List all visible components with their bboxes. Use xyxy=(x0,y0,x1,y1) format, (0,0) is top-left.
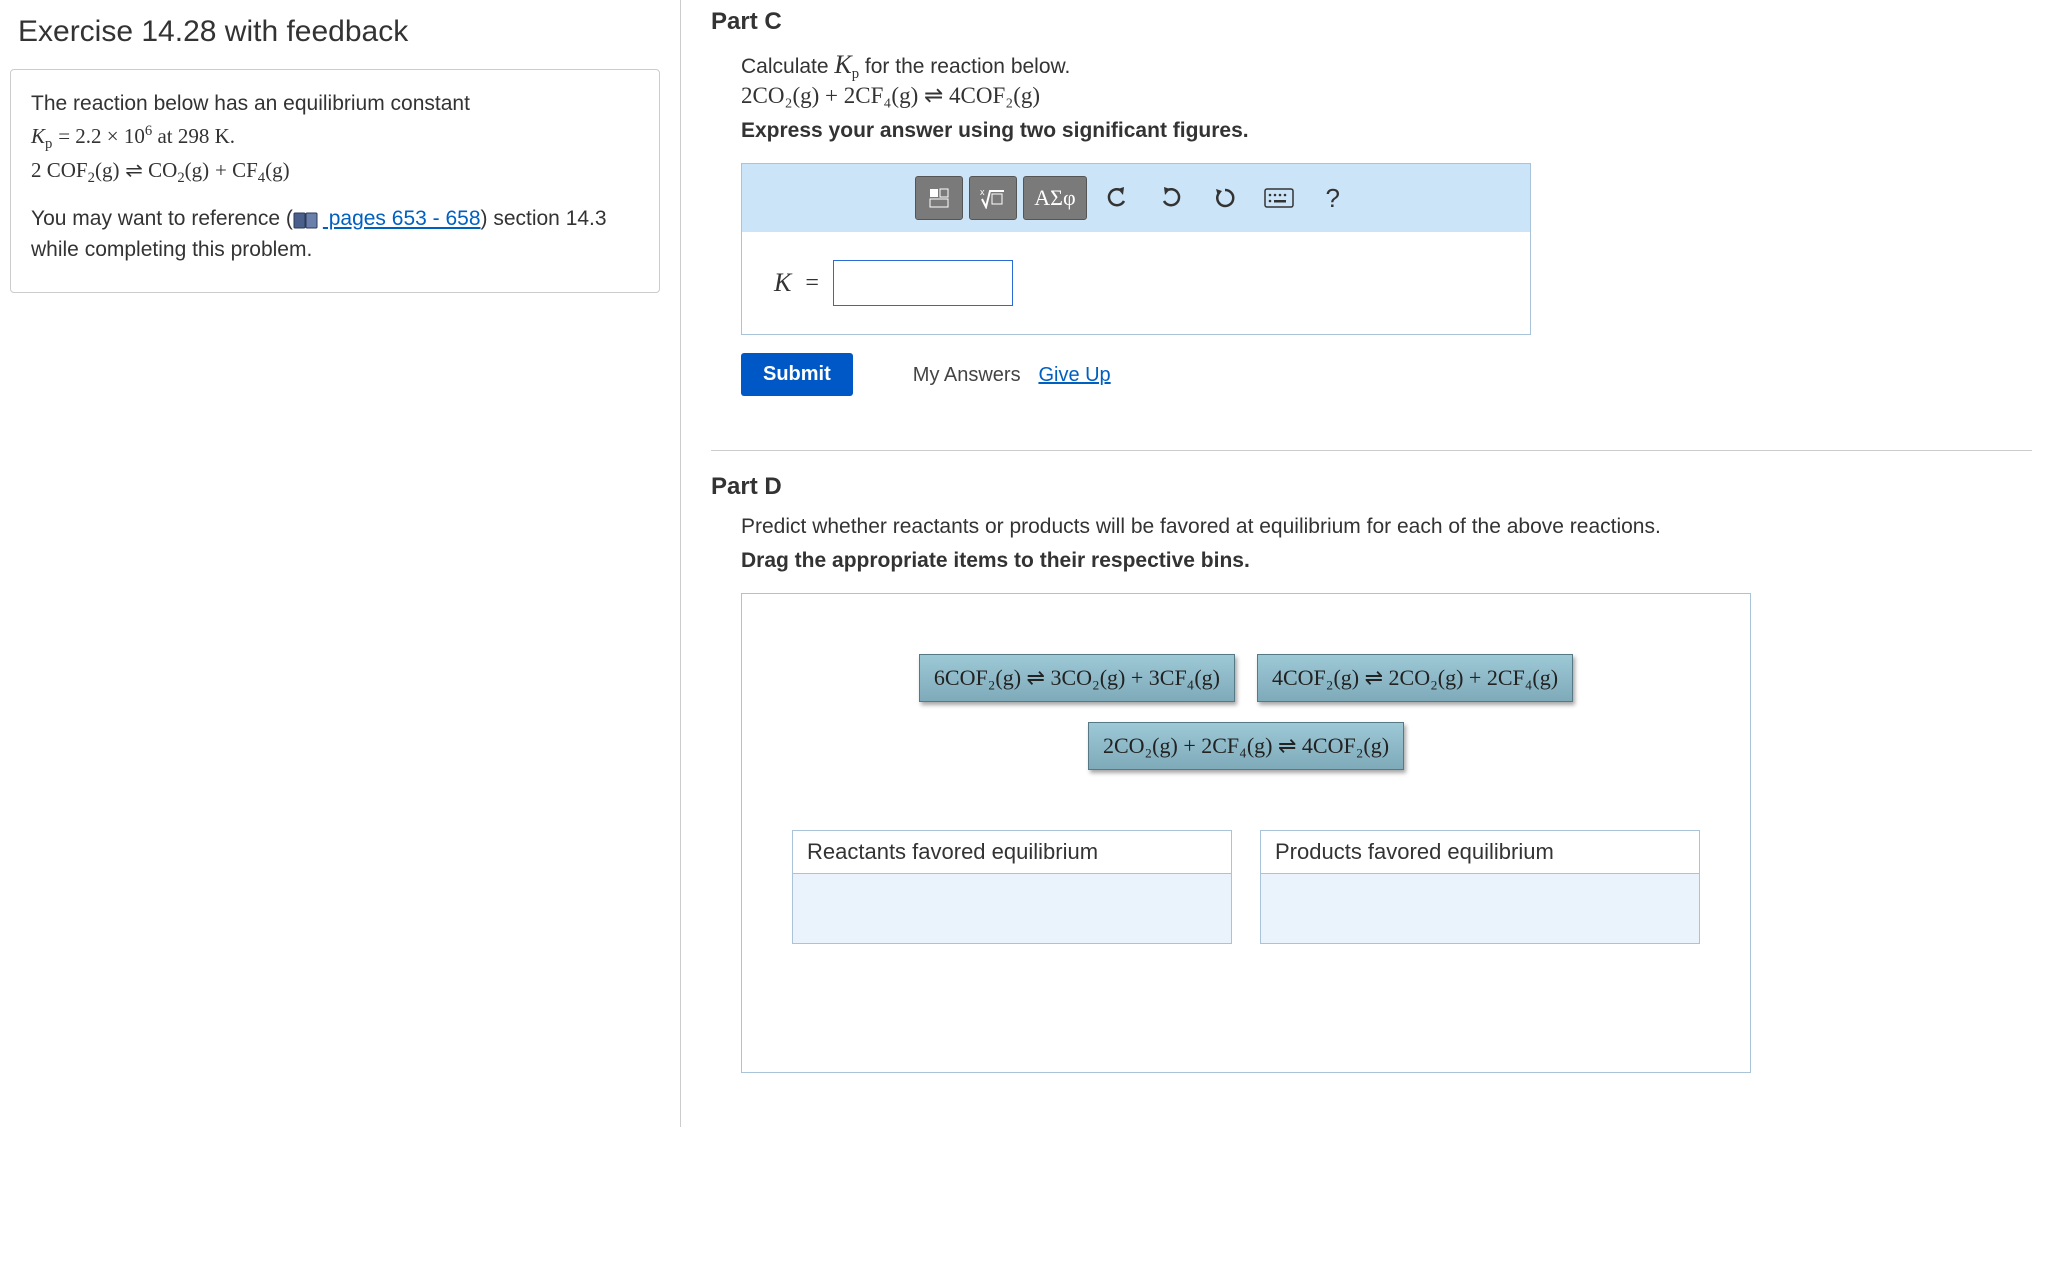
answer-input[interactable] xyxy=(833,260,1013,306)
left-column: Exercise 14.28 with feedback The reactio… xyxy=(0,0,680,1127)
pages-link[interactable]: pages 653 - 658 xyxy=(323,207,481,230)
bin-header: Reactants favored equilibrium xyxy=(792,830,1232,874)
reset-icon[interactable] xyxy=(1201,176,1249,220)
submit-row: Submit My Answers Give Up xyxy=(741,353,2032,396)
redo-icon[interactable] xyxy=(1147,176,1195,220)
part-c-body: Calculate Kp for the reaction below. 2CO… xyxy=(711,50,2032,420)
drag-item[interactable]: 2CO₂(g) + 2CF₄(g) ⇌ 4COF₂(g) xyxy=(1088,722,1404,770)
bin-body[interactable] xyxy=(1260,874,1700,944)
sig-fig-instruction: Express your answer using two significan… xyxy=(741,119,2032,143)
radical-icon[interactable]: x xyxy=(969,176,1017,220)
drag-instruction: Drag the appropriate items to their resp… xyxy=(741,549,2032,573)
answer-frame: x ΑΣφ ? K = xyxy=(741,163,1531,335)
part-separator xyxy=(711,450,2032,451)
help-button[interactable]: ? xyxy=(1309,176,1357,220)
bin-header: Products favored equilibrium xyxy=(1260,830,1700,874)
problem-description-box: The reaction below has an equilibrium co… xyxy=(10,69,660,293)
equation-toolbar: x ΑΣφ ? xyxy=(742,164,1530,232)
part-d-prompt: Predict whether reactants or products wi… xyxy=(741,515,2032,539)
part-d-body: Predict whether reactants or products wi… xyxy=(711,515,2032,1097)
drag-items-row-2: 2CO₂(g) + 2CF₄(g) ⇌ 4COF₂(g) xyxy=(762,722,1730,770)
equals-sign: = xyxy=(805,270,819,297)
give-up-link[interactable]: Give Up xyxy=(1038,364,1110,386)
answer-row: K = xyxy=(742,232,1530,334)
part-c-title: Part C xyxy=(711,0,2032,50)
greek-letters-button[interactable]: ΑΣφ xyxy=(1023,176,1086,220)
keyboard-icon[interactable] xyxy=(1255,176,1303,220)
drag-item[interactable]: 6COF₂(g) ⇌ 3CO₂(g) + 3CF₄(g) xyxy=(919,654,1235,702)
exercise-title: Exercise 14.28 with feedback xyxy=(10,10,660,69)
bin-reactants[interactable]: Reactants favored equilibrium xyxy=(792,830,1232,944)
part-d-title: Part D xyxy=(711,465,2032,515)
description-line1: The reaction below has an equilibrium co… xyxy=(31,88,639,189)
drag-items-row: 6COF₂(g) ⇌ 3CO₂(g) + 3CF₄(g) 4COF₂(g) ⇌ … xyxy=(762,654,1730,702)
book-icon xyxy=(293,209,319,229)
part-c-prompt: Calculate Kp for the reaction below. 2CO… xyxy=(741,50,2032,109)
drag-item[interactable]: 4COF₂(g) ⇌ 2CO₂(g) + 2CF₄(g) xyxy=(1257,654,1573,702)
k-label: K xyxy=(774,268,791,298)
part-c-reaction: 2CO₂(g) + 2CF₄(g) ⇌ 4COF₂(g) xyxy=(741,83,1040,108)
bin-body[interactable] xyxy=(792,874,1232,944)
submit-button[interactable]: Submit xyxy=(741,353,853,396)
bin-products[interactable]: Products favored equilibrium xyxy=(1260,830,1700,944)
template-icon[interactable] xyxy=(915,176,963,220)
right-column: Part C Calculate Kp for the reaction bel… xyxy=(680,0,2062,1127)
undo-icon[interactable] xyxy=(1093,176,1141,220)
svg-text:x: x xyxy=(980,187,985,197)
bins-row: Reactants favored equilibrium Products f… xyxy=(762,830,1730,944)
drag-frame: 6COF₂(g) ⇌ 3CO₂(g) + 3CF₄(g) 4COF₂(g) ⇌ … xyxy=(741,593,1751,1073)
hint-line: You may want to reference ( pages 653 - … xyxy=(31,203,639,266)
my-answers-label: My Answers xyxy=(913,364,1021,386)
